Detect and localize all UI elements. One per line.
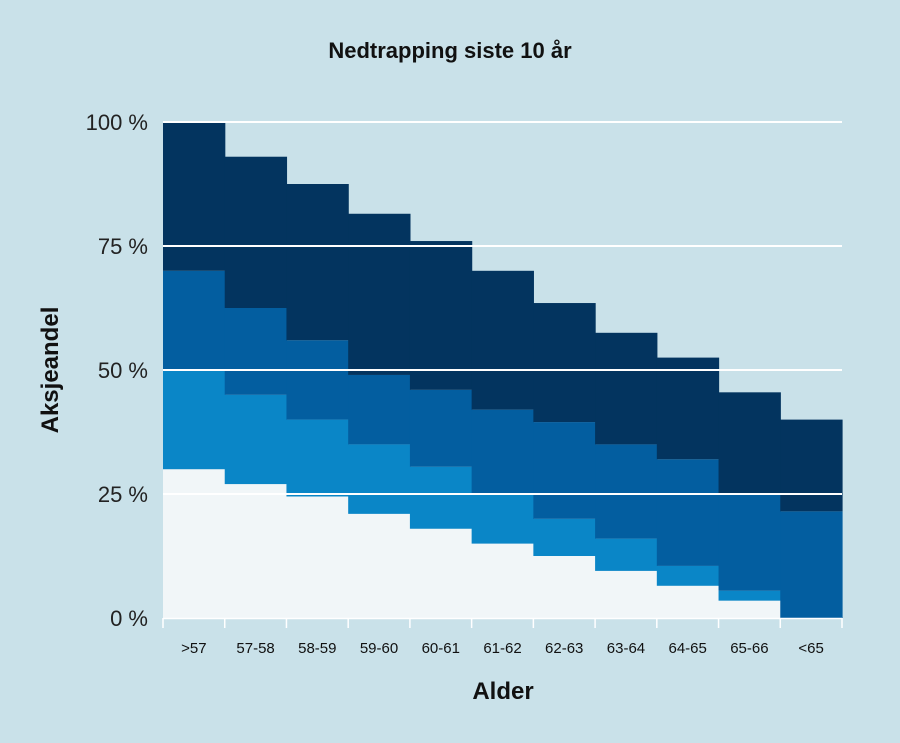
band-3->57 (163, 270, 226, 370)
y-tick-label: 0 % (110, 606, 148, 631)
band-1-59-60 (348, 513, 411, 618)
band-4-<65 (780, 419, 843, 512)
x-axis-title: Alder (472, 678, 534, 705)
band-4-59-60 (348, 213, 411, 375)
band-1-60-61 (409, 528, 473, 618)
band-1-57-58 (224, 484, 288, 618)
band-4-65-66 (718, 392, 781, 494)
band-3-61-62 (471, 409, 534, 494)
band-2-59-60 (348, 444, 411, 514)
y-tick-label: 25 % (98, 482, 148, 507)
band-1->57 (163, 469, 226, 618)
band-2-61-62 (471, 494, 534, 544)
x-tick-label: >57 (181, 640, 206, 657)
band-3-63-64 (595, 444, 658, 539)
band-2-62-63 (533, 518, 596, 556)
band-4-60-61 (409, 241, 473, 390)
band-4-63-64 (595, 332, 658, 445)
x-tick-label: 60-61 (422, 640, 460, 657)
x-tick-label: 65-66 (730, 640, 768, 657)
x-tick-label: 61-62 (483, 640, 521, 657)
band-4->57 (163, 122, 226, 271)
chart-title: Nedtrapping siste 10 år (328, 38, 572, 63)
band-4-62-63 (533, 303, 596, 423)
y-tick-label: 100 % (86, 110, 148, 135)
band-4-61-62 (471, 270, 534, 410)
x-tick-label: 63-64 (607, 640, 645, 657)
band-1-62-63 (533, 556, 596, 618)
band-2-64-65 (656, 565, 720, 586)
x-tick-label: <65 (798, 640, 823, 657)
band-2-57-58 (224, 394, 288, 485)
band-3-62-63 (533, 422, 596, 519)
x-tick-label: 57-58 (236, 640, 274, 657)
band-3-64-65 (656, 459, 720, 566)
band-2-58-59 (286, 419, 349, 497)
band-2-60-61 (409, 466, 473, 529)
band-3-59-60 (348, 374, 411, 445)
band-1-65-66 (718, 600, 781, 618)
band-4-64-65 (656, 357, 720, 460)
band-3-60-61 (409, 389, 473, 467)
x-tick-label: 58-59 (298, 640, 336, 657)
band-1-61-62 (471, 543, 534, 618)
band-2-65-66 (718, 590, 781, 601)
band-3-57-58 (224, 308, 288, 395)
band-1-63-64 (595, 570, 658, 618)
band-3-<65 (780, 511, 843, 618)
band-3-65-66 (718, 494, 781, 591)
x-tick-label: 64-65 (668, 640, 706, 657)
band-4-57-58 (224, 156, 288, 308)
x-tick-label: 62-63 (545, 640, 583, 657)
band-4-58-59 (286, 184, 349, 341)
y-tick-label: 75 % (98, 234, 148, 259)
y-tick-label: 50 % (98, 358, 148, 383)
x-tick-label: 59-60 (360, 640, 398, 657)
band-2-63-64 (595, 538, 658, 571)
band-1-58-59 (286, 496, 349, 618)
band-3-58-59 (286, 340, 349, 420)
band-1-64-65 (656, 585, 720, 618)
band-2->57 (163, 370, 226, 470)
